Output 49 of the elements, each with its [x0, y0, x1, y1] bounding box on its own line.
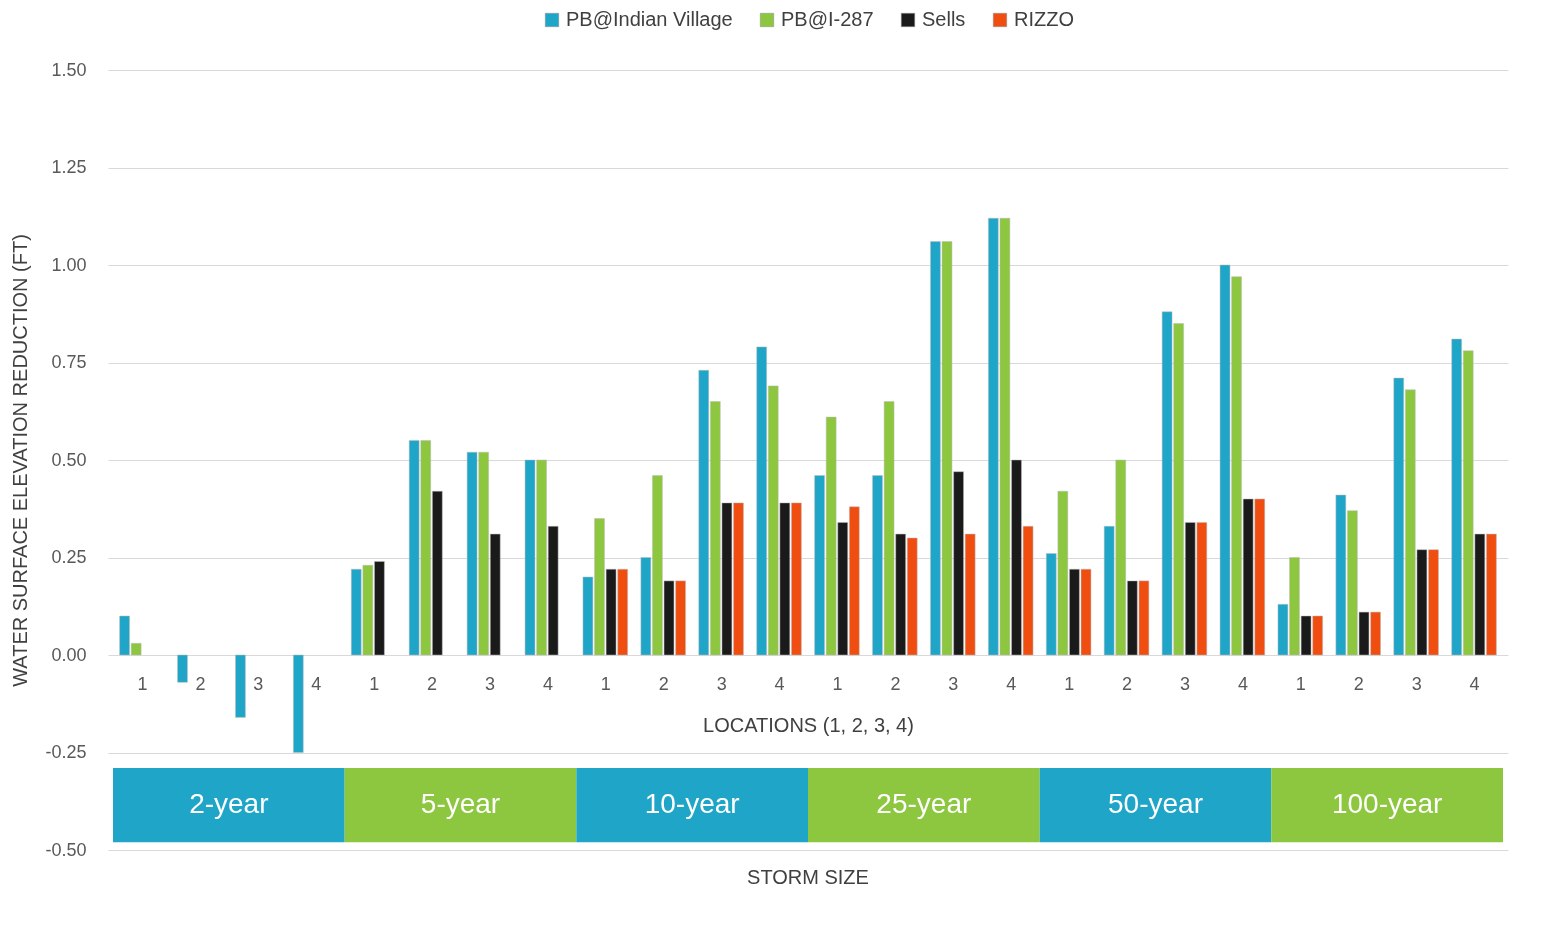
y-axis-title: WATER SURFACE ELEVATION REDUCTION (FT) [9, 234, 32, 687]
x-tick-label: 1 [1064, 673, 1075, 694]
y-tick-label: 1.25 [51, 157, 87, 177]
x-tick-label: 1 [600, 673, 611, 694]
x-tick-label: 3 [1179, 673, 1190, 694]
x-tick-label: 4 [1006, 673, 1017, 694]
x-tick-label: 1 [832, 673, 843, 694]
x-tick-label: 2 [1122, 673, 1133, 694]
y-tick-label: 1.00 [51, 254, 87, 275]
annotation: 100-year [1331, 788, 1443, 820]
annotation: 2-year [189, 788, 269, 820]
x-tick-label: 4 [1237, 673, 1248, 694]
x-tick-label: 2 [427, 673, 438, 694]
x-tick-label: 3 [1411, 673, 1422, 694]
x-axis-title: LOCATIONS (1, 2, 3, 4) [703, 713, 914, 736]
x-tick-label: 1 [137, 673, 148, 694]
x-tick-label: 2 [195, 673, 206, 694]
legend-label: Sells [922, 8, 966, 30]
y-tick-label: 0.25 [51, 547, 87, 567]
annotation: 5-year [420, 788, 501, 820]
x-tick-label: 3 [948, 673, 959, 694]
y-tick-label: 0.00 [51, 644, 87, 665]
x-tick-label: 1 [1295, 673, 1306, 694]
x-tick-label: 3 [716, 673, 727, 694]
legend-label: PB@Indian Village [566, 8, 733, 30]
bar [177, 654, 188, 683]
bar [235, 654, 246, 718]
x-tick-label: 4 [311, 673, 322, 694]
x-tick-label: 4 [1469, 673, 1480, 694]
x-tick-label: 2 [1353, 673, 1364, 694]
y-tick-label: 1.50 [51, 59, 87, 80]
x-tick-label: 2 [658, 673, 669, 694]
y-tick-label: -0.50 [45, 839, 87, 860]
x-tick-label: 1 [369, 673, 380, 694]
legend-label: PB@I-287 [781, 8, 874, 30]
y-tick-label: 0.50 [51, 449, 87, 470]
bar [293, 654, 304, 753]
x-tick-label: 3 [253, 673, 264, 694]
legend-label: RIZZO [1014, 8, 1074, 30]
annotation: 50-year [1108, 788, 1203, 820]
text: STORM SIZE [747, 866, 869, 888]
x-tick-label: 4 [774, 673, 785, 694]
annotation: 25-year [876, 788, 972, 820]
x-tick-label: 4 [542, 673, 553, 694]
y-tick-label: 0.75 [51, 352, 87, 372]
annotation: 10-year [644, 788, 740, 820]
x-tick-label: 3 [484, 673, 495, 694]
y-tick-label: -0.25 [45, 742, 87, 762]
x-tick-label: 2 [890, 673, 901, 694]
